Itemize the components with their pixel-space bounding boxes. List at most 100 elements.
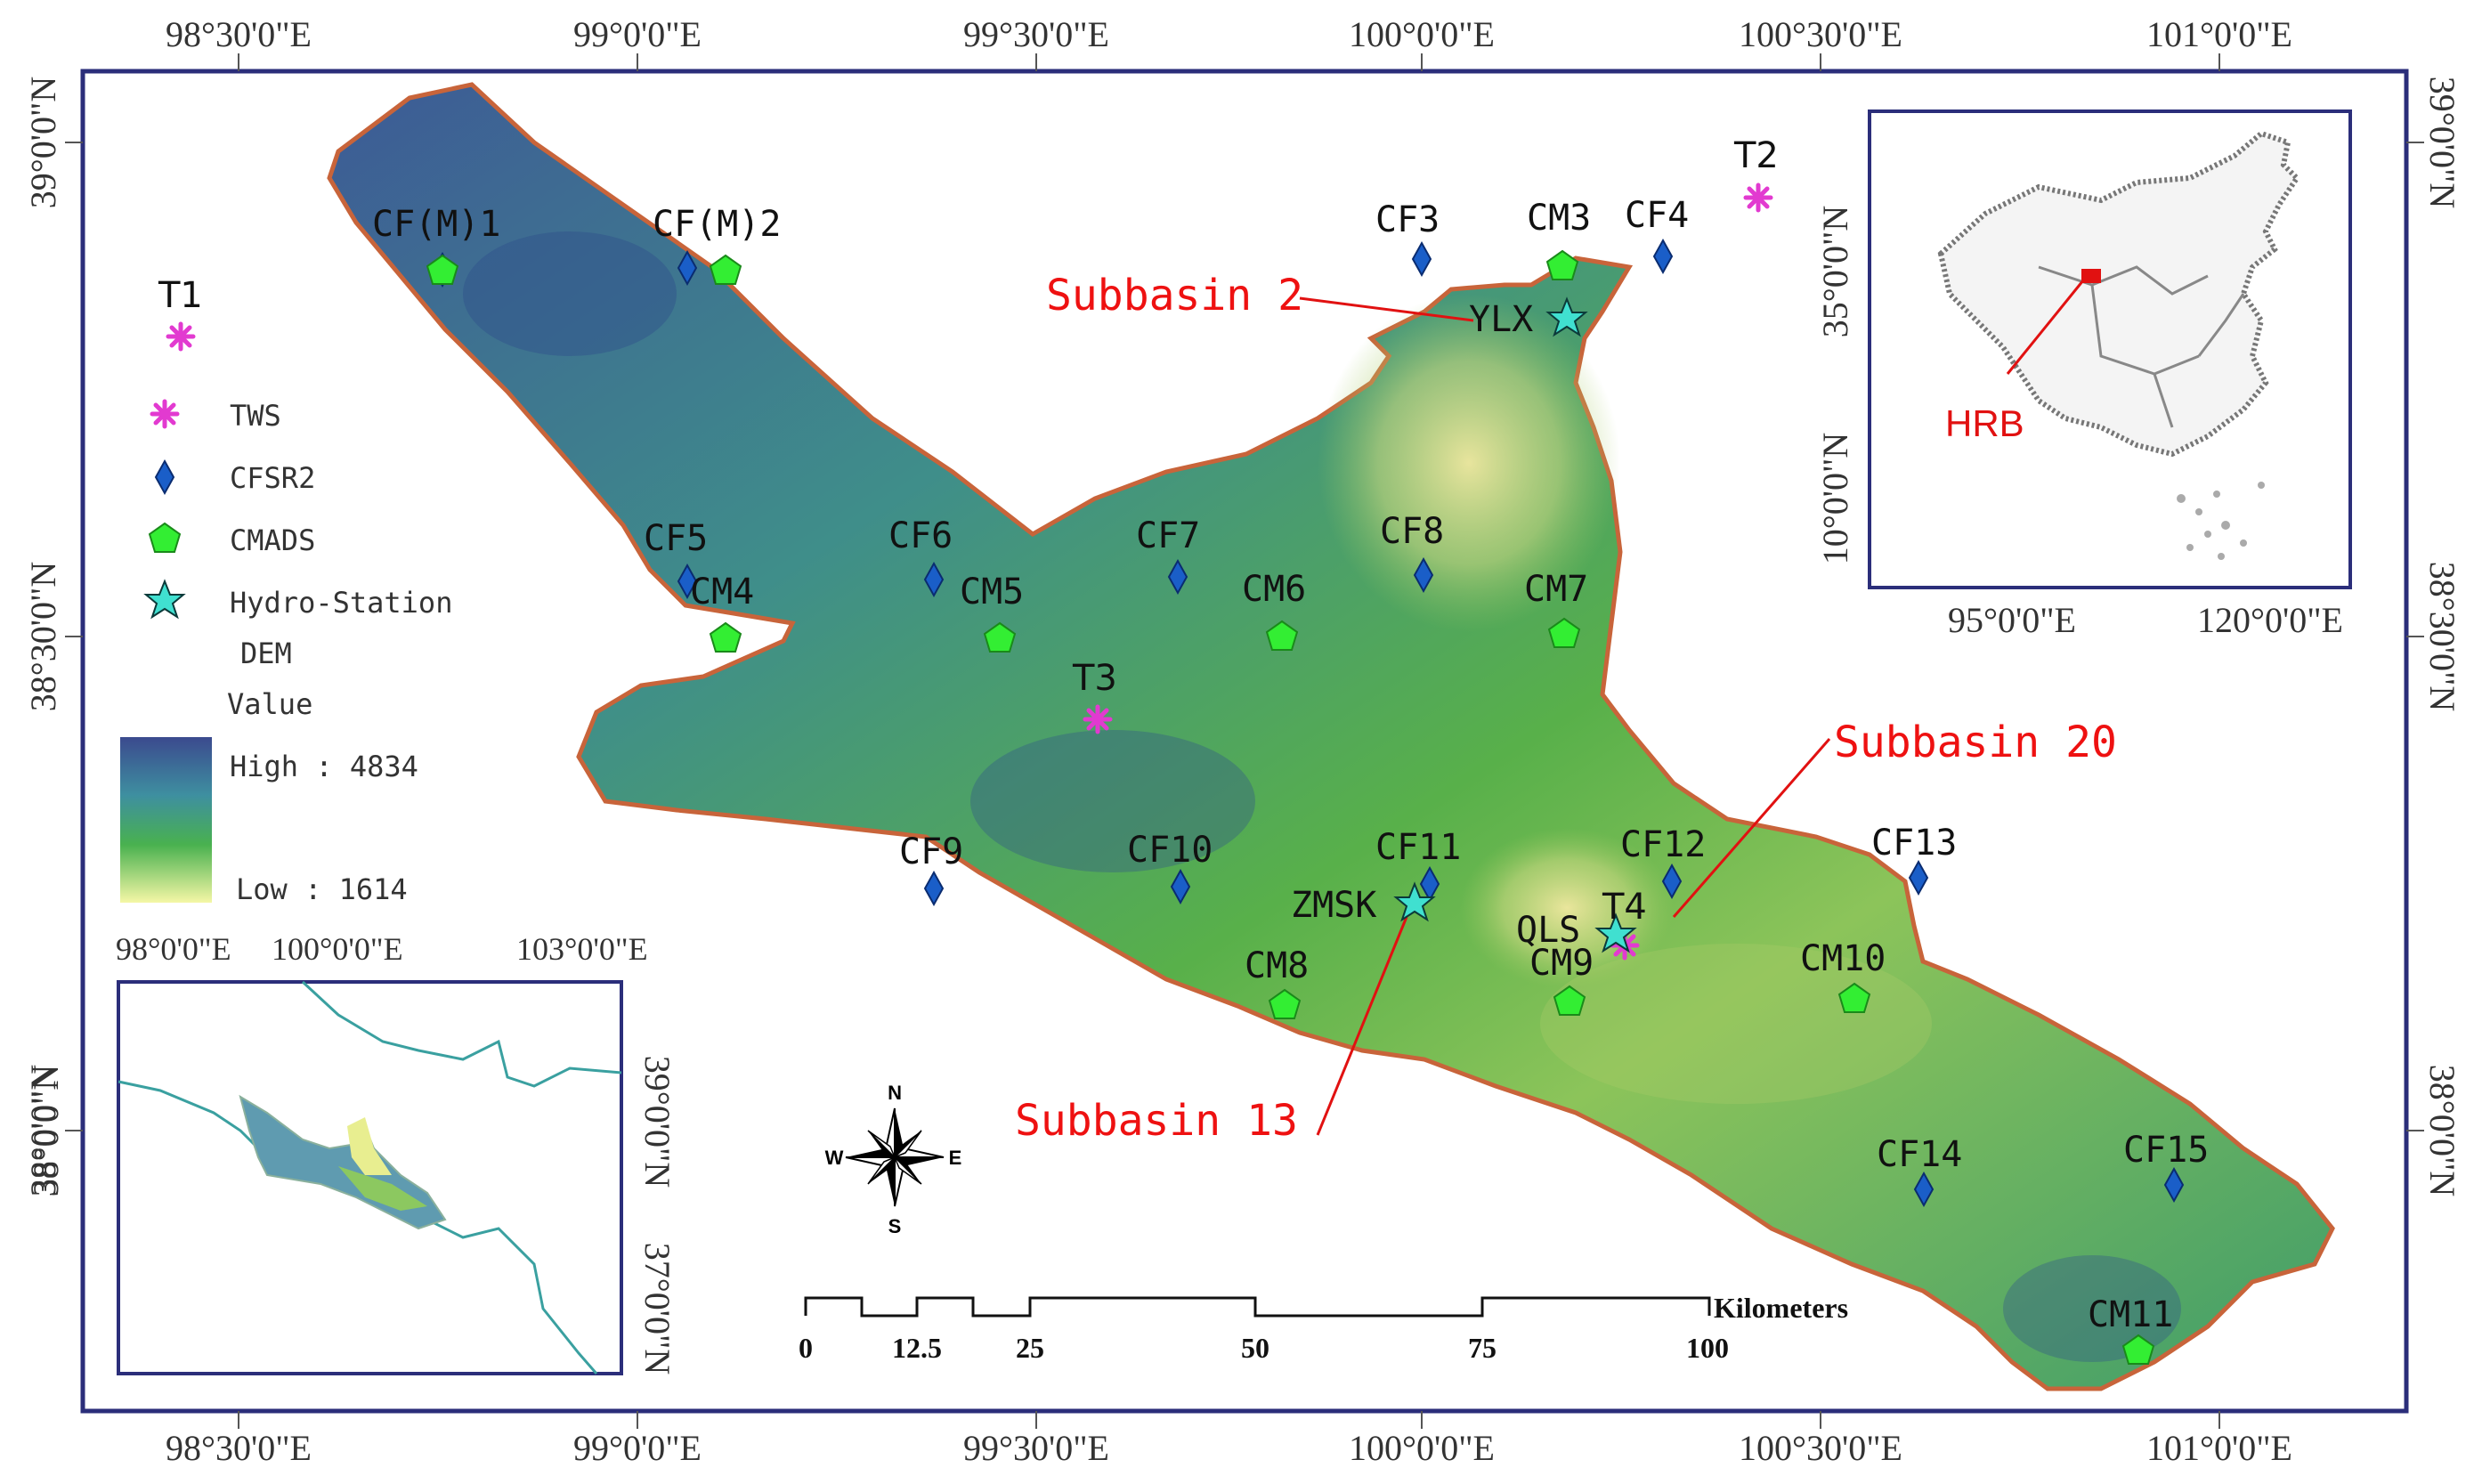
bottom-coord-4: 100°0'0"E (1349, 1428, 1495, 1468)
tws-marker (1743, 182, 1773, 213)
station-label: CM5 (960, 572, 1024, 612)
cfsr-marker (923, 870, 945, 907)
cfsr-marker (923, 561, 945, 598)
station-label: CM11 (2088, 1294, 2173, 1335)
legend-tws-label: TWS (230, 399, 281, 433)
cmads-marker (709, 254, 742, 285)
top-coord-5: 100°30'0"E (1739, 14, 1902, 54)
subbasin-leaders (1299, 296, 1831, 1136)
china-outline (1937, 130, 2300, 458)
top-coord-6: 101°0'0"E (2146, 14, 2292, 54)
scale-tick-25: 25 (1016, 1332, 1044, 1364)
cfsr-marker (1170, 868, 1191, 905)
cfsr-marker (677, 249, 698, 287)
china-inset: HRB 35°0'0"N 10°0'0"N 95°0'0"E 120°0'0"E (1815, 109, 2352, 640)
station-label: CF15 (2123, 1130, 2209, 1171)
station-label: CF9 (899, 831, 963, 872)
station-label: CM4 (690, 572, 754, 612)
hrb-location-marker (2081, 269, 2101, 283)
tws-marker (1083, 704, 1113, 734)
cmads-marker (1837, 982, 1871, 1013)
china-left-coord-2: 10°0'0"N (1815, 433, 1855, 564)
cfsr-marker (1908, 859, 1929, 896)
top-coord-2: 99°0'0"E (573, 14, 702, 54)
cfsr-marker (1661, 863, 1683, 900)
hydro-markers (1393, 296, 1637, 953)
cfsr-marker (677, 563, 698, 600)
compass-w: W (825, 1147, 844, 1169)
legend-hydro-label: Hydro-Station (230, 586, 452, 620)
station-label: T4 (1602, 887, 1647, 928)
station-label: CF5 (644, 518, 708, 559)
legend: TWS CFSR2 CMADS Hydro-Station DEM Value … (120, 399, 452, 906)
cfsr-marker (1913, 1171, 1935, 1208)
bottom-coord-5: 100°30'0"E (1739, 1428, 1902, 1468)
south-china-sea-islands (2177, 482, 2265, 560)
legend-cfsr-label: CFSR2 (230, 461, 315, 495)
legend-dem-ramp (120, 737, 212, 903)
right-coord-3: 38°0'0"N (2422, 1065, 2462, 1196)
legend-dem-title: DEM (240, 637, 292, 670)
compass-e: E (949, 1147, 962, 1169)
station-label: CF10 (1127, 830, 1213, 871)
cfsr-marker (1167, 558, 1188, 596)
station-label: CM3 (1527, 198, 1591, 239)
scale-tick-75: 75 (1468, 1332, 1497, 1364)
subbasin-20-label: Subbasin 20 (1834, 718, 2117, 767)
top-coord-3: 99°30'0"E (963, 14, 1109, 54)
station-label: CM7 (1524, 569, 1588, 610)
hrb-label: HRB (1945, 402, 2024, 444)
legend-hydro-symbol (143, 579, 186, 620)
bottom-coord-3: 99°30'0"E (963, 1428, 1109, 1468)
station-label: CF3 (1375, 199, 1440, 240)
right-coord-1: 39°0'0"N (2422, 77, 2462, 208)
china-bottom-coord-1: 95°0'0"E (1948, 600, 2076, 640)
hydro-station-marker (1545, 296, 1588, 337)
left-coord-1: 39°0'0"N (23, 77, 63, 208)
top-coord-4: 100°0'0"E (1349, 14, 1495, 54)
hrb-leader-line (2006, 280, 2085, 375)
hydro-station-marker (1594, 912, 1637, 953)
station-label: CF8 (1380, 511, 1444, 552)
cmads-marker (1553, 985, 1586, 1016)
local-top-coord-1: 98°0'0"E (116, 931, 231, 967)
compass-s: S (888, 1215, 902, 1237)
cmads-markers (426, 249, 2155, 1365)
legend-low-label: Low : 1614 (236, 872, 408, 906)
cmads-marker (1547, 617, 1581, 648)
cmads-marker (1545, 249, 1579, 280)
china-left-coord-1: 35°0'0"N (1815, 206, 1855, 337)
station-label: CM8 (1245, 945, 1309, 986)
cfsr-marker (1413, 556, 1434, 594)
cmads-marker (2121, 1334, 2155, 1365)
legend-cfsr-symbol (154, 458, 175, 496)
station-label: CF11 (1375, 827, 1461, 868)
station-label: T1 (158, 275, 203, 316)
station-label: CF6 (888, 515, 953, 556)
cmads-marker (709, 621, 742, 653)
legend-cmads-symbol (148, 522, 182, 553)
station-label: CF(M)1 (372, 204, 501, 245)
scale-unit: Kilometers (1714, 1292, 1848, 1324)
compass-n: N (888, 1082, 902, 1104)
cmads-marker (1265, 620, 1299, 651)
legend-cmads-label: CMADS (230, 523, 315, 557)
cmads-marker (983, 621, 1017, 653)
scale-tick-12-5: 12.5 (892, 1332, 942, 1364)
local-basin-mid (338, 1166, 427, 1211)
station-label: CF14 (1877, 1134, 1962, 1175)
bottom-coord-6: 101°0'0"E (2146, 1428, 2292, 1468)
left-coord-2: 38°30'0"N (23, 562, 63, 711)
hydro-label-qls: QLS (1516, 910, 1580, 951)
right-coord-2: 38°30'0"N (2422, 562, 2462, 711)
left-coord-3: 38°0'0"N (23, 1065, 63, 1196)
station-label: CF4 (1625, 195, 1689, 236)
station-label: T2 (1733, 135, 1779, 176)
subbasin-13-label: Subbasin 13 (1015, 1096, 1298, 1146)
station-label: CM10 (1800, 938, 1886, 979)
legend-tws-symbol (150, 399, 180, 429)
station-label: CF12 (1620, 824, 1706, 865)
compass-rose: N S E W (825, 1082, 962, 1237)
station-label: CF(M)2 (653, 204, 782, 245)
